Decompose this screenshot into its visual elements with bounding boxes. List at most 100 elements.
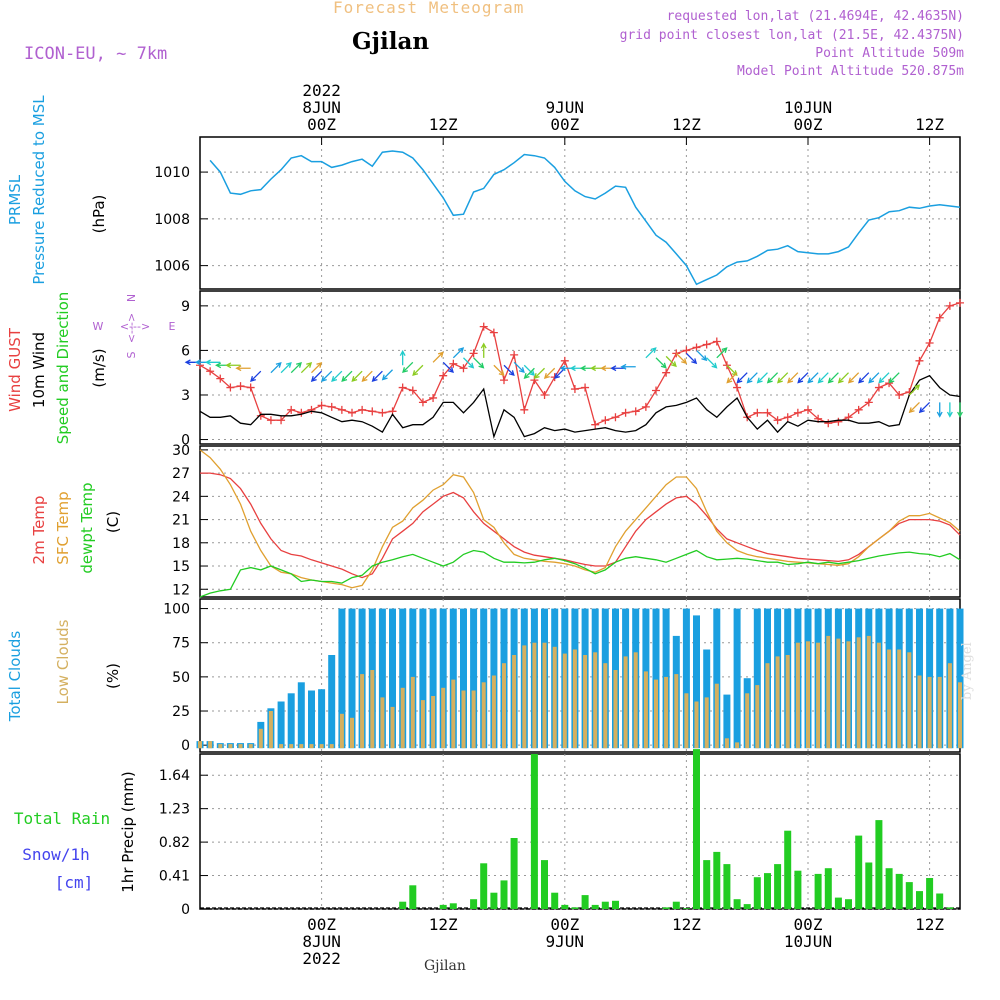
gust-point bbox=[206, 367, 215, 376]
total-cloud-bar bbox=[338, 608, 346, 749]
wind-direction-arrow bbox=[908, 384, 921, 396]
wind-direction-arrow bbox=[685, 352, 698, 365]
total-cloud-bar bbox=[439, 608, 447, 749]
temperature-ytick-label: 24 bbox=[172, 489, 190, 505]
low-cloud-bar bbox=[826, 635, 831, 749]
wind-direction-arrow bbox=[523, 367, 535, 380]
gust-point bbox=[469, 349, 478, 358]
total-cloud-bar bbox=[733, 608, 741, 749]
wind-direction-arrow bbox=[706, 357, 718, 369]
bottom-time-label: 00Z bbox=[794, 915, 823, 934]
gust-point bbox=[935, 313, 944, 322]
point-altitude: Point Altitude 509m bbox=[815, 46, 964, 61]
low-cloud-bar bbox=[542, 642, 547, 749]
wind-direction-arrow bbox=[442, 361, 454, 374]
compass-west: W bbox=[93, 320, 104, 333]
low-cloud-bar bbox=[593, 652, 598, 749]
low-cloud-bar bbox=[258, 728, 263, 749]
precip-unit: 1hr Precip (mm) bbox=[119, 771, 137, 892]
gust-point bbox=[297, 408, 306, 417]
gust-point bbox=[753, 408, 762, 417]
gust-point bbox=[489, 328, 498, 337]
total-cloud-bar bbox=[652, 608, 660, 749]
total-cloud-bar bbox=[348, 608, 356, 749]
total-cloud-bar bbox=[429, 608, 437, 749]
low-cloud-bar bbox=[390, 706, 395, 749]
total-cloud-bar bbox=[378, 608, 386, 749]
low-cloud-bar bbox=[603, 663, 608, 749]
rain-bar bbox=[794, 870, 802, 909]
gust-point bbox=[236, 382, 245, 391]
top-time-label: 8JUN bbox=[302, 98, 341, 117]
gust-point bbox=[591, 420, 600, 429]
gust-point bbox=[307, 405, 316, 414]
rain-bar bbox=[571, 907, 579, 909]
low-cloud-bar bbox=[765, 663, 770, 749]
precipitation-ytick-label: 1.64 bbox=[159, 768, 190, 784]
low-cloud-bar bbox=[704, 697, 709, 749]
wind-direction-arrow bbox=[399, 349, 406, 366]
low-cloud-bar bbox=[410, 676, 415, 749]
total-cloud-bar bbox=[419, 608, 427, 749]
rain-bar bbox=[946, 907, 954, 909]
gust-point bbox=[601, 416, 610, 425]
wind-direction-arrow bbox=[726, 372, 738, 384]
low-cloud-bar bbox=[471, 690, 476, 749]
temperature-ytick-label: 27 bbox=[172, 466, 190, 482]
precip-label-rain: Total Rain bbox=[14, 809, 110, 828]
low-cloud-bar bbox=[350, 717, 354, 749]
temp-unit: (C) bbox=[104, 511, 122, 533]
rain-bar bbox=[845, 899, 852, 909]
low-cloud-bar bbox=[775, 656, 780, 749]
gust-point bbox=[277, 416, 286, 425]
wind-ytick-label: 6 bbox=[181, 343, 190, 359]
low-cloud-bar bbox=[947, 663, 952, 749]
wind-direction-arrow bbox=[645, 347, 657, 359]
low-cloud-bar bbox=[248, 744, 253, 749]
wind-direction-arrow bbox=[655, 357, 667, 369]
total-cloud-bar bbox=[277, 701, 285, 749]
low-cloud-bar bbox=[755, 685, 760, 749]
wind-direction-arrow bbox=[665, 355, 677, 368]
low-cloud-bar bbox=[684, 693, 689, 749]
wind-direction-arrow bbox=[523, 364, 536, 377]
total-cloud-bar bbox=[460, 608, 467, 749]
low-cloud-bar bbox=[735, 742, 740, 749]
gust-point bbox=[378, 408, 387, 417]
top-time-label: 00Z bbox=[307, 115, 336, 134]
wind-direction-arrow bbox=[341, 370, 353, 382]
bottom-time-label: 00Z bbox=[307, 915, 336, 934]
wind-direction-arrow bbox=[290, 361, 302, 374]
total-cloud-bar bbox=[723, 694, 731, 749]
low-cloud-bar bbox=[856, 637, 861, 749]
wind-direction-arrow bbox=[946, 402, 953, 418]
low-cloud-bar bbox=[431, 696, 436, 749]
gust-point bbox=[854, 405, 863, 414]
gust-point bbox=[804, 405, 812, 414]
bottom-time-label: 10JUN bbox=[784, 932, 832, 951]
rain-bar bbox=[713, 851, 721, 909]
rain-bar bbox=[530, 754, 538, 909]
rain-bar bbox=[855, 835, 863, 909]
low-cloud-bar bbox=[208, 741, 213, 749]
gust-point bbox=[793, 408, 802, 417]
clouds-label-total: Total Clouds bbox=[6, 631, 24, 723]
gust-point bbox=[570, 385, 579, 394]
rain-bar bbox=[490, 892, 498, 909]
wind-frame bbox=[199, 290, 961, 445]
wind-direction-arrow bbox=[513, 361, 525, 374]
low-cloud-bar bbox=[654, 679, 658, 749]
bottom-time-label: 12Z bbox=[429, 915, 458, 934]
gust-point bbox=[581, 383, 590, 392]
pressure-panel bbox=[199, 136, 961, 290]
temperature-ytick-label: 12 bbox=[172, 582, 190, 598]
pressure-ytick-label: 1010 bbox=[154, 165, 190, 181]
low-cloud-bar bbox=[481, 682, 486, 749]
total-cloud-bar bbox=[287, 693, 295, 749]
low-cloud-bar bbox=[917, 675, 922, 749]
precip-label-snow: Snow/1h bbox=[22, 845, 89, 864]
low-cloud-bar bbox=[532, 642, 537, 749]
wind-label-gust: Wind GUST bbox=[6, 327, 24, 412]
temperature-panel bbox=[199, 445, 961, 598]
wind-direction-arrow bbox=[480, 342, 487, 358]
